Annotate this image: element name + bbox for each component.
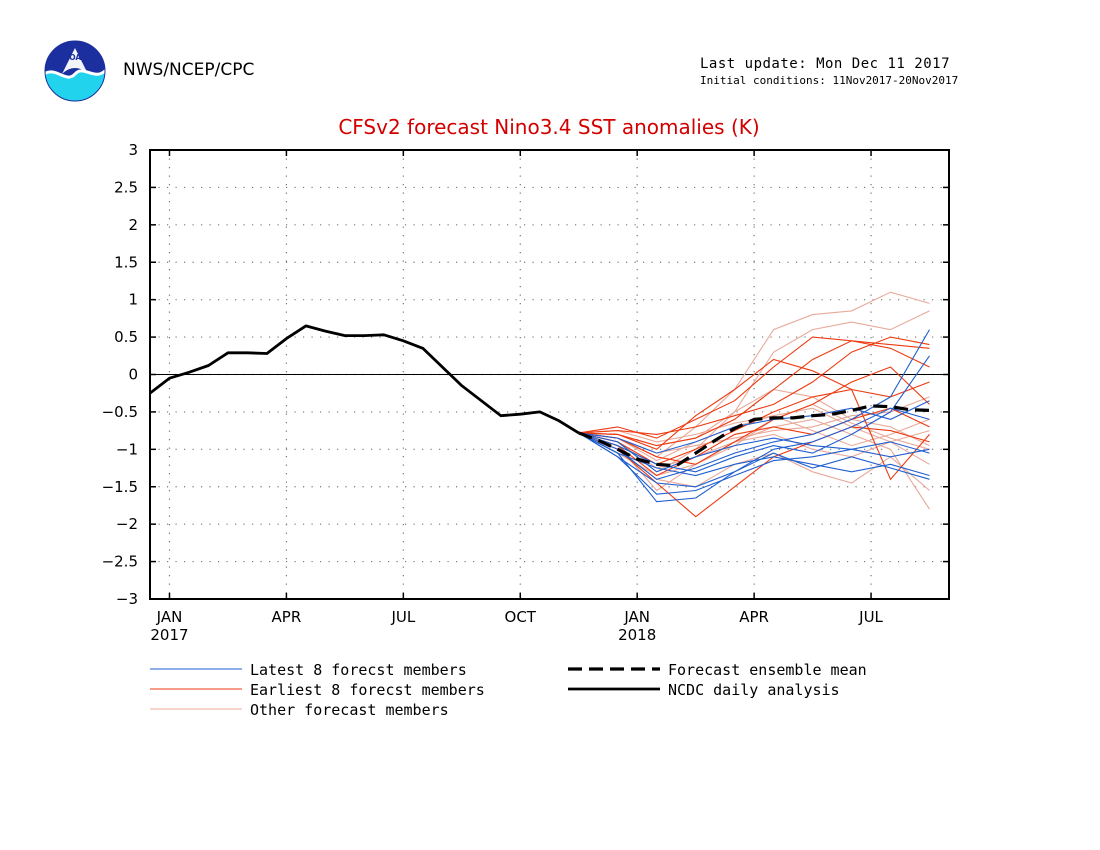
y-tick-label: −2 <box>116 515 138 533</box>
y-tick-label: −3 <box>116 590 138 608</box>
legend-label-latest: Latest 8 forecst members <box>250 661 467 679</box>
y-tick-label: 0 <box>128 366 138 384</box>
legend-label-earliest: Earliest 8 forecst members <box>250 681 485 699</box>
latest-member-line <box>578 407 930 488</box>
x-tick-label: JUL <box>858 608 883 626</box>
latest-member-line <box>578 432 930 495</box>
other-members <box>578 291 930 510</box>
agency-label: NWS/NCEP/CPC <box>123 60 255 80</box>
y-tick-label: −1.5 <box>102 478 138 496</box>
y-tick-label: 1 <box>128 291 138 309</box>
y-tick-label: 1.5 <box>114 253 138 271</box>
latest-member-line <box>578 400 930 454</box>
x-tick-label: JAN <box>623 608 650 626</box>
earliest-member-line <box>578 340 930 447</box>
legend: Latest 8 forecst members Earliest 8 forec… <box>150 661 867 719</box>
latest-member-line <box>578 432 930 503</box>
y-axis: 3 2.5 2 1.5 1 0.5 0 −0.5 −1 −1.5 −2 −2.5 −3 <box>102 141 949 608</box>
earliest-member-line <box>578 336 930 439</box>
x-tick-label: APR <box>739 608 769 626</box>
ensemble-mean-series <box>578 404 930 468</box>
x-year-label: 2018 <box>618 626 656 644</box>
last-update: Last update: Mon Dec 11 2017 <box>700 56 951 72</box>
y-tick-label: −2.5 <box>102 553 138 571</box>
earliest-members <box>578 336 930 518</box>
x-tick-label: JUL <box>390 608 415 626</box>
latest-member-line <box>578 432 930 473</box>
x-tick-label: JAN <box>156 608 183 626</box>
analysis-series <box>149 324 580 435</box>
logo-text: NOAA <box>63 53 87 62</box>
y-tick-label: 3 <box>128 141 138 159</box>
legend-label-mean: Forecast ensemble mean <box>668 661 867 679</box>
earliest-member-line <box>578 358 930 450</box>
initial-conditions: Initial conditions: 11Nov2017-20Nov2017 <box>700 74 959 87</box>
y-tick-label: 0.5 <box>114 328 138 346</box>
x-tick-label: OCT <box>505 608 537 626</box>
y-tick-label: −1 <box>116 440 138 458</box>
legend-label-other: Other forecast members <box>250 701 449 719</box>
y-tick-label: −0.5 <box>102 403 138 421</box>
analysis-line <box>149 324 580 435</box>
legend-label-analysis: NCDC daily analysis <box>668 681 840 699</box>
ensemble-mean-line <box>578 404 930 468</box>
latest-member-line <box>578 355 930 473</box>
x-tick-label: APR <box>272 608 302 626</box>
latest-members <box>578 329 930 503</box>
earliest-member-line <box>578 388 930 481</box>
y-tick-label: 2.5 <box>114 178 138 196</box>
noaa-logo: NOAA <box>44 40 106 102</box>
x-year-label: 2017 <box>150 626 188 644</box>
noaa-emblem-icon: NOAA <box>44 40 106 102</box>
earliest-member-line <box>578 426 930 518</box>
chart-title: CFSv2 forecast Nino3.4 SST anomalies (K) <box>338 115 759 139</box>
y-tick-label: 2 <box>128 216 138 234</box>
latest-member-line <box>578 329 930 480</box>
